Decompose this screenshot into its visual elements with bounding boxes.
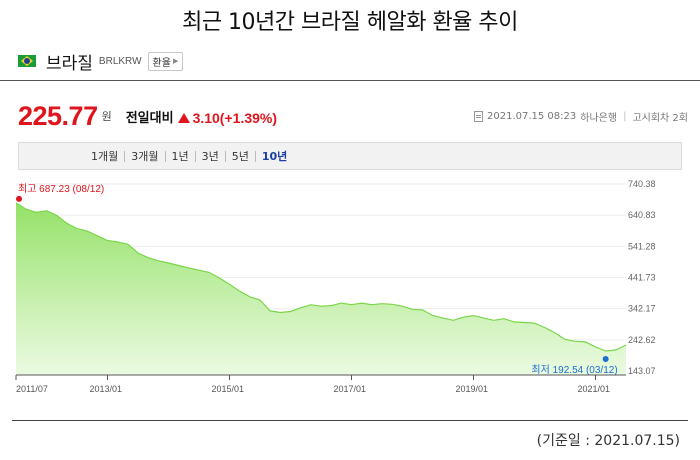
x-tick-label: 2017/01 [334, 384, 367, 394]
triangle-up-icon [177, 113, 190, 123]
y-tick-label: 740.38 [628, 179, 656, 189]
y-tick-label: 640.83 [628, 210, 656, 220]
current-rate: 225.77 [18, 101, 98, 131]
chart-area [16, 202, 626, 375]
price-summary: 225.77 원 전일대비 3.10(+1.39%) 2021.07.15 08… [18, 96, 688, 130]
rate-change: 3.10(+1.39%) [192, 110, 278, 126]
document-icon [474, 111, 483, 122]
change-label: 전일대비 [125, 111, 174, 126]
low-point-label: 최저 192.54 (03/12) [531, 364, 617, 376]
period-tabs: 1개월 3개월 1년 3년 5년 10년 [18, 142, 682, 170]
meta-separator: | [623, 111, 627, 122]
x-tick-label: 2013/01 [90, 384, 123, 394]
chevron-right-icon: ▶ [172, 57, 179, 65]
exchange-rate-button-label: 환율 [152, 57, 171, 69]
tab-1-month[interactable]: 1개월 [85, 150, 126, 162]
x-tick-label: 2021/01 [578, 384, 611, 394]
tab-10-years[interactable]: 10년 [261, 149, 288, 163]
tab-3-years[interactable]: 3년 [196, 150, 226, 162]
rate-unit: 원 [101, 110, 112, 123]
x-tick-label: 2011/07 [16, 384, 48, 394]
tab-1-year[interactable]: 1년 [166, 150, 196, 162]
exchange-rate-button[interactable]: 환율 ▶ [147, 51, 184, 71]
y-tick-label: 242.62 [628, 335, 656, 345]
y-tick-label: 143.07 [628, 366, 656, 376]
tab-3-months[interactable]: 3개월 [125, 150, 166, 162]
exchange-rate-chart: 740.38 640.83 541.28 441.73 342.17 242.62 143.… [15, 179, 656, 394]
rate-meta: 2021.07.15 08:23 하나은행 | 고시회차 2회 [474, 109, 688, 124]
high-point-label: 최고 687.23 (08/12) [18, 183, 104, 195]
x-tick-label: 2015/01 [212, 384, 245, 394]
base-date: (기준일 : 2021.07.15) [536, 433, 680, 449]
currency-header: 브라질 BRLKRW 환율 ▶ [18, 50, 184, 74]
page-title: 최근 10년간 브라질 헤알화 환율 추이 [182, 10, 518, 35]
y-tick-label: 441.73 [628, 272, 656, 282]
chart-line [15, 202, 627, 352]
currency-name: 브라질 [46, 53, 93, 74]
y-tick-label: 541.28 [628, 241, 656, 251]
header-divider [0, 80, 700, 81]
brazil-flag-icon [18, 55, 36, 67]
currency-code: BRLKRW [98, 55, 142, 67]
footer-divider [12, 420, 688, 421]
low-point-marker [602, 355, 609, 362]
tab-5-years[interactable]: 5년 [226, 150, 256, 162]
y-tick-label: 342.17 [628, 304, 656, 314]
notice-round: 고시회차 2회 [632, 113, 688, 124]
high-point-marker [16, 195, 22, 202]
x-tick-label: 2019/01 [456, 384, 489, 394]
bank-name: 하나은행 [580, 113, 618, 124]
rate-timestamp: 2021.07.15 08:23 [487, 111, 577, 122]
